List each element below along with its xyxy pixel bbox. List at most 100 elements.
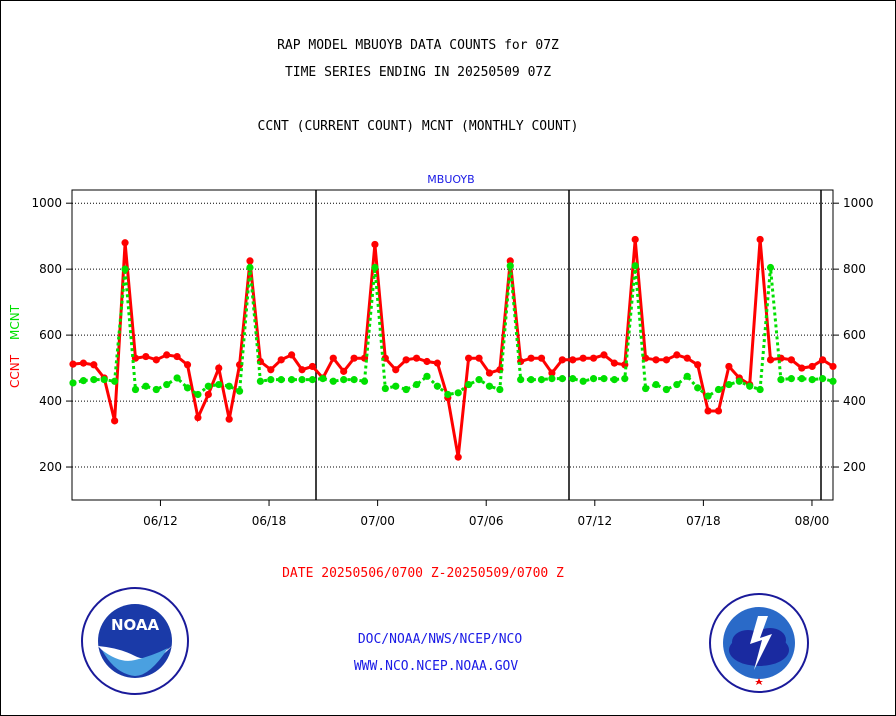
data-point-ccnt (194, 413, 202, 422)
data-point-mcnt (235, 387, 244, 395)
data-point-ccnt (631, 235, 639, 244)
data-point-mcnt (267, 376, 275, 384)
data-point-mcnt (381, 384, 389, 393)
x-tick-label: 07/18 (686, 514, 721, 528)
series-line-mcnt (72, 265, 834, 398)
data-point-ccnt (204, 390, 212, 399)
data-point-ccnt (818, 356, 827, 364)
data-point-ccnt (329, 354, 337, 362)
data-point-mcnt (90, 376, 98, 384)
y-tick-label-right: 1000 (843, 196, 874, 210)
chart-legend-description: CCNT (CURRENT COUNT) MCNT (MONTHLY COUNT… (257, 119, 579, 134)
data-point-ccnt (142, 352, 150, 361)
data-point-ccnt (454, 453, 462, 461)
data-point-ccnt (69, 360, 77, 368)
data-point-ccnt (412, 354, 421, 362)
data-point-mcnt (537, 376, 546, 384)
data-point-mcnt (829, 377, 837, 385)
footer-org-line[interactable]: DOC/NOAA/NWS/NCEP/NCO (357, 632, 523, 647)
data-point-ccnt (787, 356, 795, 364)
data-point-ccnt (371, 240, 379, 249)
data-point-mcnt (642, 384, 650, 393)
data-point-mcnt (204, 382, 212, 390)
data-point-mcnt (777, 376, 785, 384)
data-point-ccnt (111, 417, 119, 425)
data-point-ccnt (288, 351, 296, 359)
data-point-ccnt (423, 357, 431, 366)
data-point-ccnt (402, 356, 410, 364)
data-point-mcnt (485, 382, 494, 390)
data-point-mcnt (569, 375, 577, 383)
data-point-mcnt (621, 375, 629, 383)
data-point-ccnt (548, 369, 556, 377)
data-point-mcnt (475, 376, 483, 384)
data-point-mcnt (714, 385, 723, 394)
data-point-mcnt (465, 380, 473, 389)
data-point-ccnt (340, 367, 348, 375)
plot-frame (71, 189, 834, 501)
data-point-ccnt (569, 356, 577, 364)
data-point-ccnt (183, 361, 192, 369)
axes: 200 200 400 400 600 600 800 800 1000 1000 06/12 06/… (31, 189, 874, 528)
data-point-mcnt (152, 385, 160, 394)
data-point-ccnt (246, 257, 254, 265)
nws-logo-icon (709, 593, 809, 693)
data-point-mcnt (69, 379, 77, 387)
y-tick-label-left: 800 (39, 262, 62, 276)
y-tick-label-left: 600 (39, 328, 62, 342)
data-point-ccnt (465, 354, 473, 362)
data-point-mcnt (600, 375, 608, 383)
data-point-mcnt (319, 375, 327, 383)
data-point-ccnt (600, 351, 608, 359)
data-point-mcnt (288, 376, 296, 384)
data-point-ccnt (215, 364, 223, 372)
data-point-mcnt (704, 392, 712, 400)
data-point-ccnt (90, 361, 98, 369)
data-point-mcnt (163, 380, 171, 389)
y-tick-label-right: 800 (843, 262, 866, 276)
noaa-logo-text: NOAA (111, 616, 160, 634)
data-point-mcnt (256, 377, 264, 385)
data-point-mcnt (246, 263, 254, 272)
y-tick-label-right: 400 (843, 394, 866, 408)
data-point-mcnt (121, 265, 129, 273)
data-point-mcnt (798, 375, 806, 383)
y-tick-label-left: 1000 (31, 196, 62, 210)
data-point-mcnt (340, 376, 348, 384)
data-point-mcnt (558, 375, 566, 383)
date-range-label: DATE 20250506/0700 Z-20250509/0700 Z (282, 566, 564, 581)
data-point-mcnt (360, 377, 369, 385)
data-point-ccnt (673, 351, 681, 359)
data-point-mcnt (725, 380, 733, 389)
data-point-ccnt (537, 354, 546, 362)
series (69, 235, 837, 461)
data-point-ccnt (485, 369, 494, 377)
data-point-mcnt (683, 372, 691, 380)
data-point-ccnt (121, 239, 129, 247)
data-point-mcnt (610, 376, 618, 384)
x-tick-label: 06/12 (143, 514, 178, 528)
data-point-ccnt (277, 356, 285, 364)
data-point-ccnt (683, 354, 691, 362)
data-point-ccnt (829, 362, 837, 371)
data-point-mcnt (579, 377, 587, 385)
data-point-ccnt (506, 257, 514, 265)
data-point-ccnt (694, 361, 702, 369)
data-point-mcnt (673, 380, 681, 389)
data-point-mcnt (527, 376, 535, 384)
data-point-ccnt (714, 407, 723, 415)
x-tick-label: 08/00 (795, 514, 830, 528)
data-point-mcnt (433, 382, 441, 390)
data-point-mcnt (131, 385, 140, 394)
x-tick-label: 07/00 (360, 514, 395, 528)
data-point-mcnt (808, 376, 816, 384)
noaa-logo-icon: NOAA (81, 587, 189, 695)
footer-url-link[interactable]: WWW.NCO.NCEP.NOAA.GOV (353, 659, 519, 674)
y-tick-label-right: 600 (843, 328, 866, 342)
data-point-mcnt (756, 385, 764, 394)
y-axis-label-ccnt: CCNT (8, 354, 22, 388)
data-point-ccnt (433, 359, 441, 367)
data-point-mcnt (746, 382, 754, 390)
data-point-ccnt (589, 354, 598, 362)
